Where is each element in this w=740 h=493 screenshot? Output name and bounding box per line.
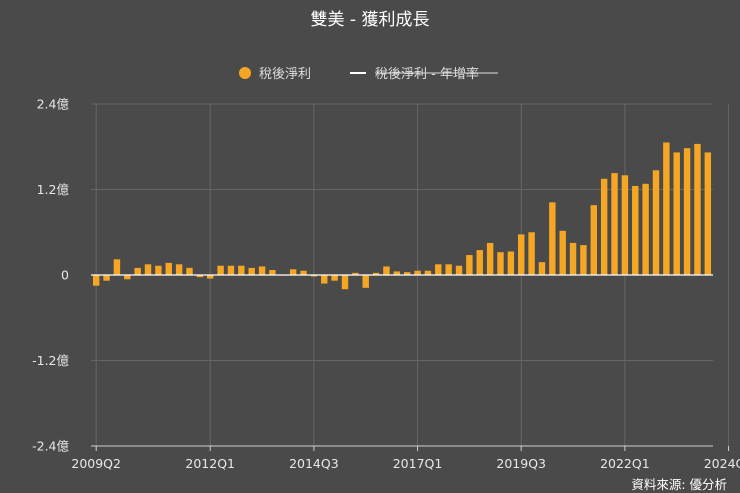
x-tick-label: 2017Q1 xyxy=(393,456,443,471)
bar xyxy=(455,265,463,275)
y-tick-label: -2.4億 xyxy=(32,439,69,454)
bar xyxy=(258,266,266,275)
bar xyxy=(289,269,297,275)
bar xyxy=(559,230,566,275)
y-tick-label: 2.4億 xyxy=(37,97,70,112)
legend-circle-icon xyxy=(239,67,251,79)
x-axis: 2009Q2 2012Q1 2014Q3 2017Q1 2019Q3 2022Q1 2024… xyxy=(71,446,740,471)
bar xyxy=(113,259,121,275)
bar xyxy=(538,262,546,275)
bar xyxy=(238,265,245,275)
bar xyxy=(310,275,318,277)
bar xyxy=(569,242,577,275)
bar xyxy=(549,202,556,275)
y-tick-label: 0 xyxy=(61,268,69,283)
bar xyxy=(642,183,649,275)
bar xyxy=(632,185,639,275)
bar xyxy=(269,270,276,275)
bar xyxy=(476,250,483,275)
bar xyxy=(497,252,504,275)
bar xyxy=(518,234,525,275)
bar xyxy=(165,262,172,275)
bar xyxy=(403,272,411,275)
bar-series xyxy=(92,142,712,290)
x-tick-label: 2009Q2 xyxy=(71,456,121,471)
bar xyxy=(466,255,473,275)
x-tick-label: 2024Q3 xyxy=(704,456,740,471)
y-axis: 2.4億 1.2億 0 -1.2億 -2.4億 xyxy=(32,97,69,454)
bar xyxy=(217,265,224,275)
source-credit: 資料來源: 優分析 xyxy=(631,477,727,492)
bar xyxy=(103,275,110,281)
legend-label-yoy-growth: 稅後淨利 - 年增率 xyxy=(375,66,479,82)
x-tick-label: 2012Q1 xyxy=(185,456,235,471)
bar xyxy=(372,272,380,275)
legend-item-yoy-growth[interactable]: 稅後淨利 - 年增率 xyxy=(350,66,498,82)
bar xyxy=(683,148,691,275)
x-tick-label: 2022Q1 xyxy=(600,456,650,471)
chart-title: 雙美 - 獲利成長 xyxy=(311,10,430,30)
y-tick-label: -1.2億 xyxy=(32,353,69,368)
bar xyxy=(435,264,442,275)
x-tick-label: 2019Q3 xyxy=(496,456,546,471)
bar xyxy=(507,251,515,275)
x-tick-label: 2014Q3 xyxy=(289,456,339,471)
bar xyxy=(144,264,152,275)
bar xyxy=(331,275,338,281)
bar xyxy=(704,152,712,275)
legend: 稅後淨利 稅後淨利 - 年增率 xyxy=(239,66,498,82)
bar xyxy=(383,266,390,275)
y-tick-label: 1.2億 xyxy=(37,182,70,197)
bar xyxy=(445,264,452,275)
bar xyxy=(393,271,401,275)
bar xyxy=(663,142,670,275)
bar xyxy=(694,143,701,275)
bar xyxy=(196,275,204,278)
bar xyxy=(248,267,255,276)
bar xyxy=(92,275,100,286)
bar xyxy=(175,264,183,275)
bar xyxy=(611,173,618,275)
legend-label-net-income: 稅後淨利 xyxy=(259,67,311,82)
bar xyxy=(528,232,535,275)
legend-item-net-income[interactable]: 稅後淨利 xyxy=(239,67,311,82)
bar xyxy=(186,267,193,276)
bar xyxy=(652,170,660,275)
bar xyxy=(580,245,587,275)
bar xyxy=(227,265,235,275)
bar xyxy=(414,270,421,275)
bar xyxy=(124,275,131,280)
bar xyxy=(362,275,369,288)
bar xyxy=(673,152,680,275)
bar xyxy=(621,175,629,275)
bar xyxy=(486,242,494,275)
bar xyxy=(134,267,141,276)
bar xyxy=(321,275,328,284)
bar xyxy=(424,270,432,275)
bar xyxy=(352,272,359,275)
bar xyxy=(300,270,307,275)
bar xyxy=(590,205,597,275)
bar xyxy=(207,275,214,279)
bar xyxy=(600,178,608,275)
bar xyxy=(155,265,162,275)
bar xyxy=(341,275,349,290)
